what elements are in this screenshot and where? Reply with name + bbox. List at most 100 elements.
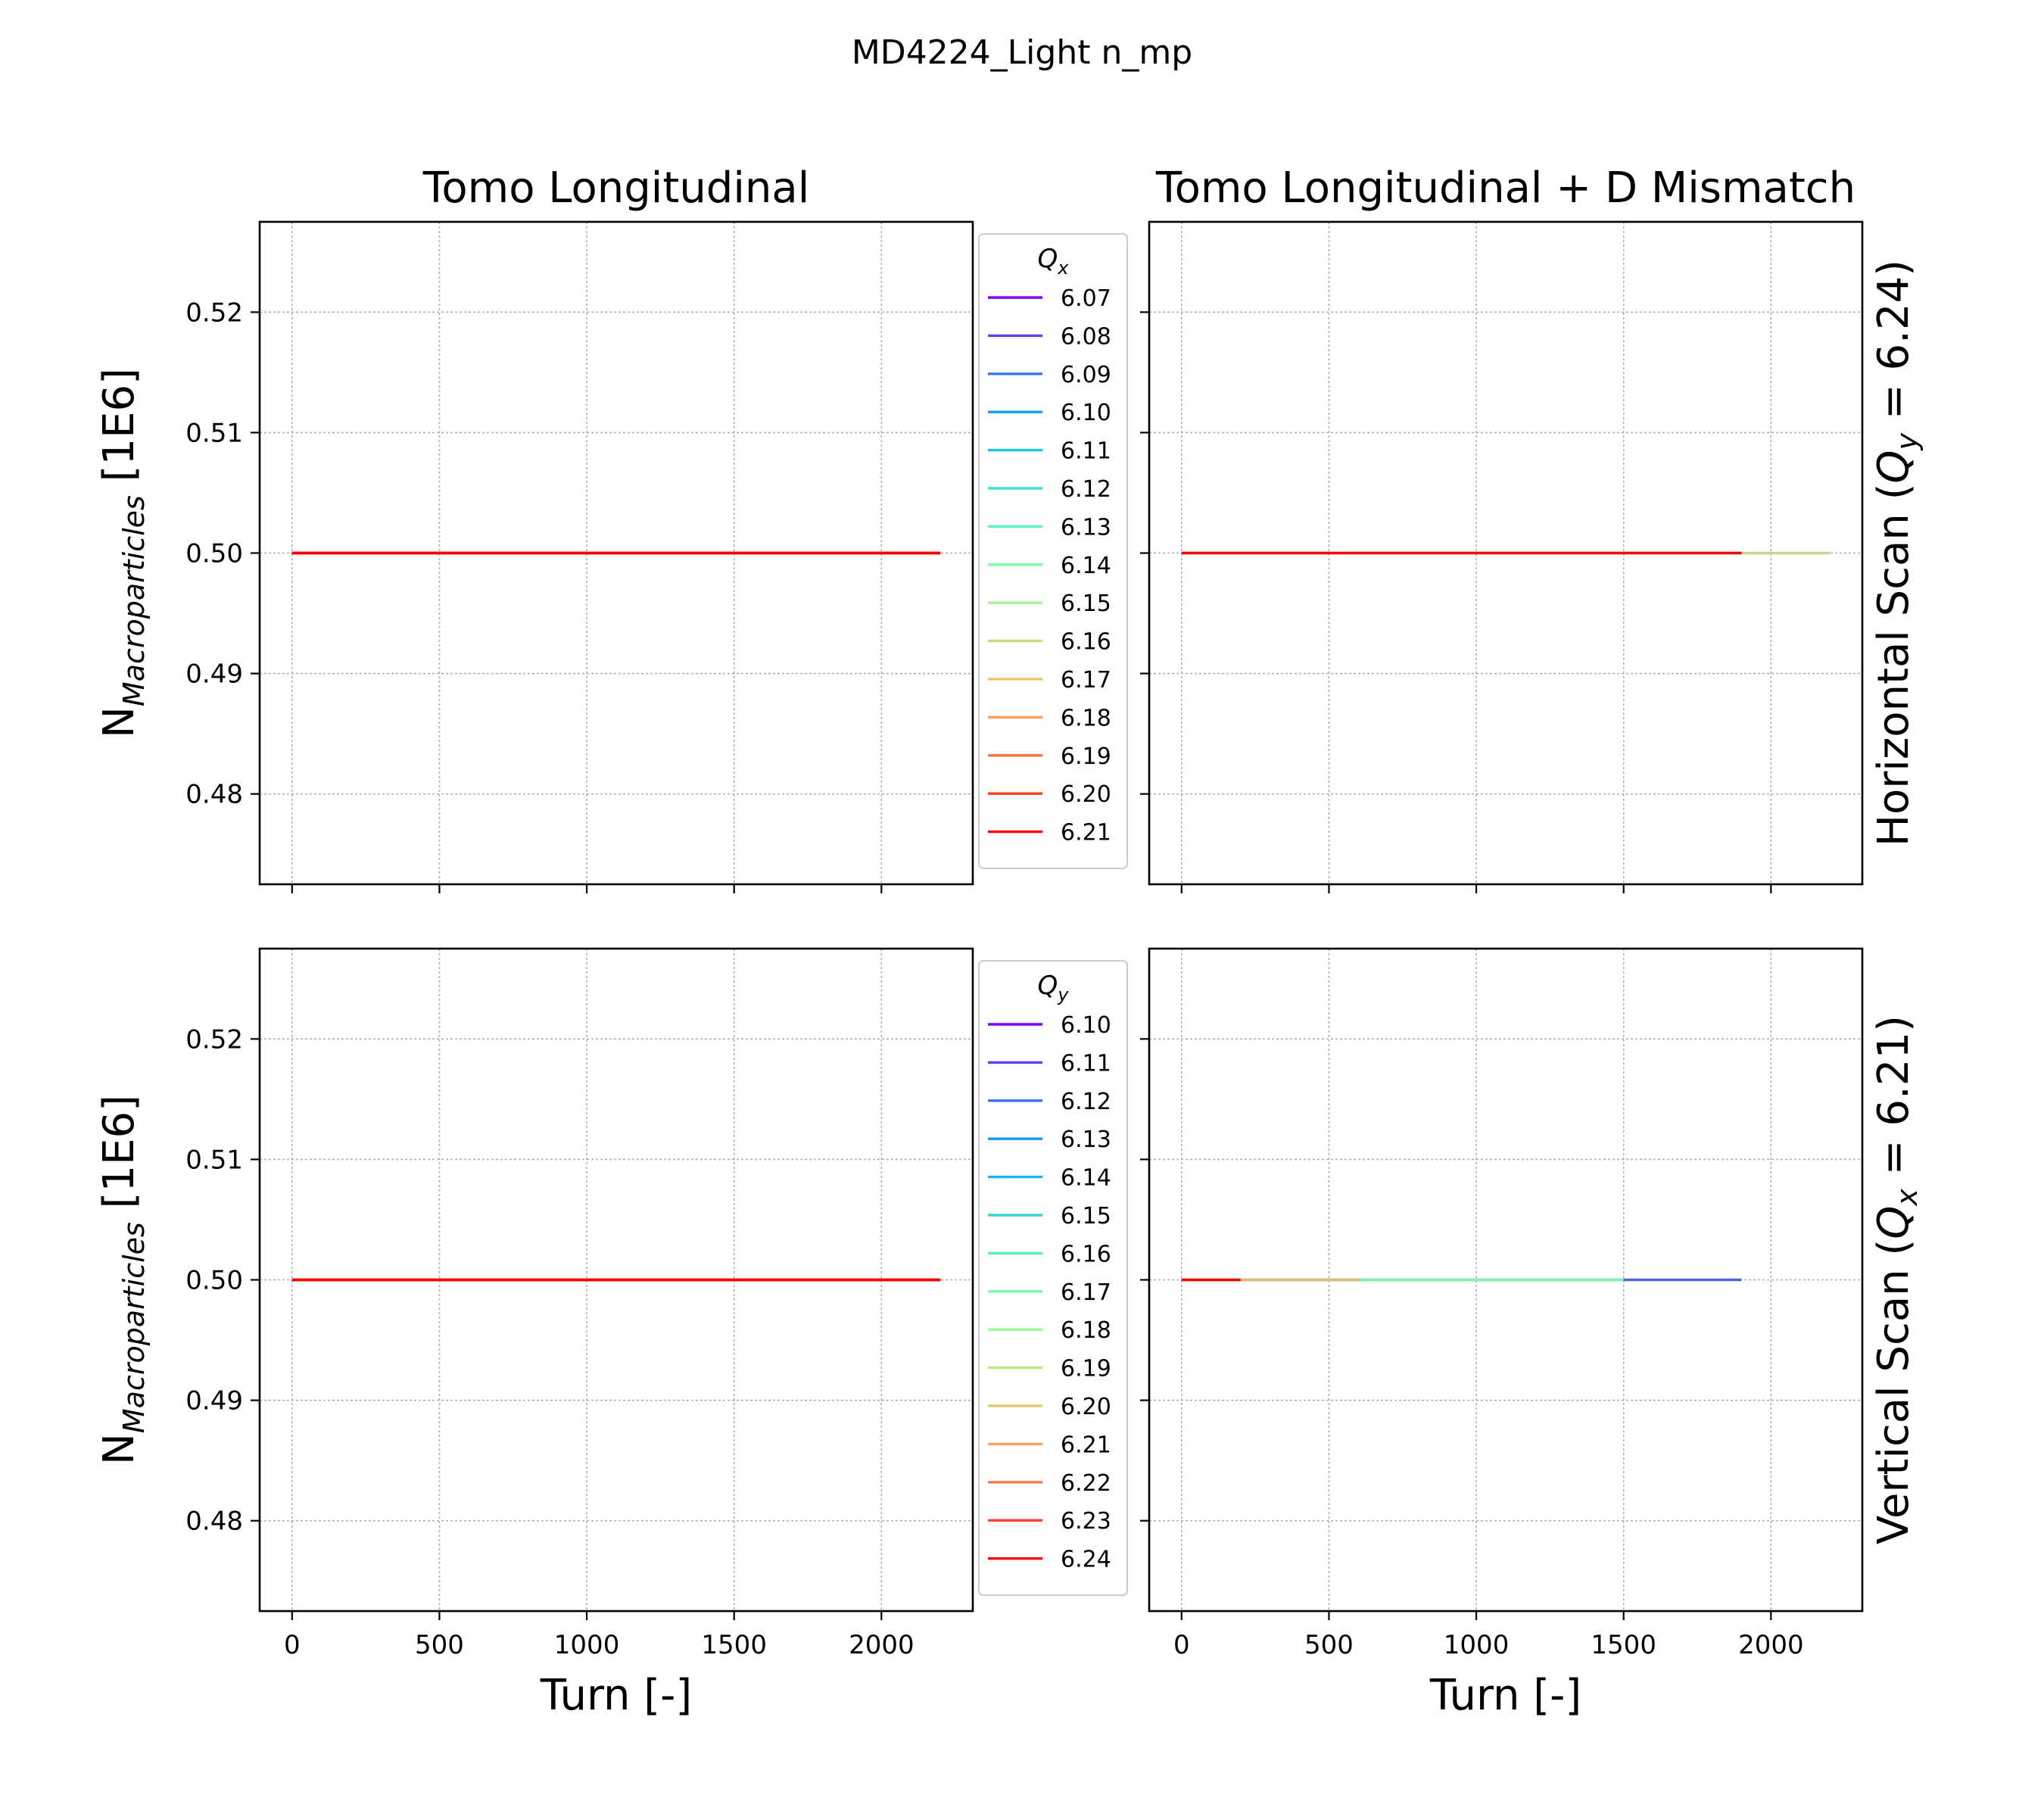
legend-label: 6.16 [1061,629,1111,656]
y-tick-label: 0.52 [185,1024,243,1055]
figure-title: MD4224_Light n_mp [852,33,1192,72]
legend-item: 6.13 [988,514,1111,541]
legend-box [978,960,1128,1596]
legend-label: 6.21 [1061,820,1111,846]
y-tick-label: 0.51 [185,418,243,448]
legend-label: 6.19 [1061,743,1111,770]
legend-item: 6.17 [988,667,1111,693]
legend-item: 6.19 [988,1356,1111,1382]
legend-label: 6.15 [1061,1203,1111,1230]
legend-label: 6.19 [1061,1356,1111,1382]
x-tick-label: 500 [1304,1630,1354,1660]
legend-item: 6.14 [988,553,1111,579]
legend-item: 6.14 [988,1165,1111,1192]
y-axis-label: NMacroparticles [1E6] [95,1095,151,1465]
legend-item: 6.17 [988,1279,1111,1306]
legend-item: 6.09 [988,362,1111,388]
x-tick-label: 2000 [849,1630,915,1660]
legend-label: 6.08 [1061,323,1111,350]
legend-item: 6.20 [988,1394,1111,1420]
x-tick-label: 1000 [1444,1630,1510,1660]
legend-label: 6.18 [1061,1317,1111,1344]
x-tick-label: 1500 [701,1630,767,1660]
legend-item: 6.21 [988,1432,1111,1458]
legend-label: 6.24 [1061,1547,1111,1573]
x-tick-label: 2000 [1738,1630,1804,1660]
legend-item: 6.18 [988,705,1111,731]
legend-item: 6.21 [988,820,1111,846]
y-tick-label: 0.51 [185,1145,243,1175]
legend-item: 6.22 [988,1470,1111,1497]
legend-item: 6.10 [988,1012,1111,1039]
legend-label: 6.21 [1061,1432,1111,1458]
legend-label: 6.17 [1061,1279,1111,1306]
legend-label: 6.14 [1061,553,1111,579]
legend-label: 6.20 [1061,1394,1111,1420]
legend-label: 6.13 [1061,514,1111,541]
x-axis-label: Turn [-] [1429,1671,1581,1720]
legend: Qx 6.07 6.08 6.09 6.10 6.11 6.12 6.13 6.14 6.15 6.… [978,233,1128,869]
legend-item: 6.07 [988,285,1111,312]
legend-label: 6.13 [1061,1127,1111,1153]
legend-label: 6.10 [1061,400,1111,426]
legend-item: 6.11 [988,438,1111,465]
panel-r0-c0: 0.48 0.49 0.50 0.51 0.52 Tomo Longitudinal NMa… [95,164,1128,893]
panel-title: Tomo Longitudinal [422,164,810,213]
legend-label: 6.12 [1061,1089,1111,1115]
y-tick-label: 0.48 [185,1507,243,1537]
legend-item: 6.11 [988,1050,1111,1077]
legend-item: 6.15 [988,591,1111,617]
legend-label: 6.16 [1061,1241,1111,1267]
legend-item: 6.23 [988,1508,1111,1535]
legend-label: 6.18 [1061,705,1111,731]
y-tick-label: 0.48 [185,780,243,810]
legend-label: 6.23 [1061,1508,1111,1535]
x-tick-label: 1500 [1591,1630,1656,1660]
legend-label: 6.15 [1061,591,1111,617]
legend-label: 6.22 [1061,1470,1111,1497]
y-tick-label: 0.52 [185,298,243,328]
x-tick-label: 0 [284,1630,301,1660]
row-label: Horizontal Scan (Qy = 6.24) [1869,260,1924,846]
legend-label: 6.09 [1061,362,1111,388]
panel-title: Tomo Longitudinal + D Mismatch [1155,164,1855,213]
x-tick-label: 1000 [554,1630,620,1660]
legend-item: 6.13 [988,1127,1111,1153]
panel-r1-c1: 0 500 1000 1500 2000 Turn [-] Vertical Scan (Q… [1140,947,1924,1720]
y-axis-label: NMacroparticles [1E6] [95,368,151,738]
panel-r1-c0: 0.48 0.49 0.50 0.51 0.52 0 500 1000 1500 2000 Turn… [95,947,1128,1720]
legend-title: Qy [1038,971,1070,1005]
legend-item: 6.20 [988,781,1111,808]
row-label: Vertical Scan (Qx = 6.21) [1869,1015,1924,1544]
legend-item: 6.08 [988,323,1111,350]
y-tick-label: 0.50 [185,539,243,569]
legend-label: 6.14 [1061,1165,1111,1192]
legend-item: 6.15 [988,1203,1111,1230]
legend-box [978,233,1128,869]
panel-r0-c1: Tomo Longitudinal + D Mismatch Horizontal… [1140,164,1924,893]
x-axis-label: Turn [-] [540,1671,692,1720]
y-tick-label: 0.50 [185,1266,243,1296]
x-tick-label: 500 [415,1630,464,1660]
legend-label: 6.07 [1061,285,1111,312]
legend-label: 6.11 [1061,1050,1111,1077]
legend-title: Qx [1038,244,1070,279]
legend-item: 6.19 [988,743,1111,770]
legend-label: 6.12 [1061,476,1111,503]
legend: Qy 6.10 6.11 6.12 6.13 6.14 6.15 6.16 6.17 6.18 6.… [978,960,1128,1596]
y-tick-label: 0.49 [185,659,243,690]
legend-label: 6.20 [1061,781,1111,808]
legend-item: 6.16 [988,629,1111,656]
y-tick-label: 0.49 [185,1386,243,1417]
legend-item: 6.16 [988,1241,1111,1267]
legend-label: 6.17 [1061,667,1111,693]
legend-item: 6.10 [988,400,1111,426]
chart-panels: 0.48 0.49 0.50 0.51 0.52 Tomo Longitudinal NMa… [95,164,1924,1720]
legend-label: 6.11 [1061,438,1111,465]
legend-item: 6.12 [988,1089,1111,1115]
x-tick-label: 0 [1173,1630,1190,1660]
legend-item: 6.24 [988,1547,1111,1573]
legend-item: 6.12 [988,476,1111,503]
legend-item: 6.18 [988,1317,1111,1344]
